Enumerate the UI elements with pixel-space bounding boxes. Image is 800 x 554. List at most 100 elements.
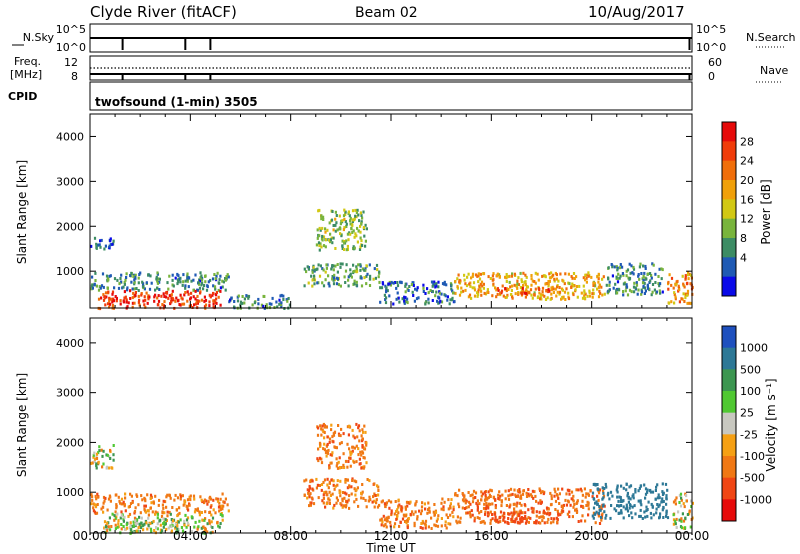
- range-gate-cell: [361, 444, 364, 447]
- range-gate-cell: [445, 526, 448, 530]
- range-gate-cell: [547, 284, 550, 288]
- range-gate-cell: [155, 526, 158, 530]
- range-gate-cell: [607, 277, 610, 281]
- range-gate-cell: [382, 514, 385, 518]
- range-gate-cell: [476, 516, 479, 520]
- range-gate-cell: [162, 506, 165, 510]
- range-gate-cell: [316, 228, 319, 232]
- y-tick-label: 3000: [56, 387, 84, 400]
- range-gate-cell: [655, 511, 658, 515]
- range-gate-cell: [307, 281, 310, 285]
- range-gate-cell: [111, 242, 114, 246]
- range-gate-cell: [479, 287, 482, 291]
- range-gate-cell: [609, 490, 613, 494]
- range-gate-cell: [176, 527, 179, 531]
- colorbar-tick-label: -100: [740, 450, 765, 463]
- range-gate-cell: [458, 280, 461, 284]
- range-gate-cell: [617, 512, 620, 515]
- range-gate-cell: [416, 517, 419, 521]
- range-gate-cell: [322, 268, 325, 272]
- range-gate-cell: [200, 511, 203, 514]
- range-gate-cell: [662, 516, 665, 519]
- range-gate-cell: [556, 290, 559, 294]
- range-gate-cell: [607, 266, 610, 270]
- range-gate-cell: [122, 517, 125, 521]
- range-gate-cell: [440, 524, 443, 528]
- range-gate-cell: [120, 510, 123, 514]
- range-gate-cell: [137, 300, 140, 304]
- range-gate-cell: [547, 282, 550, 286]
- range-gate-cell: [368, 479, 371, 483]
- range-gate-cell: [537, 278, 540, 282]
- range-gate-cell: [131, 501, 134, 504]
- range-gate-cell: [673, 301, 676, 305]
- range-gate-cell: [161, 303, 164, 306]
- range-gate-cell: [109, 499, 112, 503]
- range-gate-cell: [392, 302, 395, 306]
- range-gate-cell: [598, 504, 601, 508]
- range-gate-cell: [348, 447, 351, 451]
- range-gate-cell: [415, 500, 418, 504]
- range-gate-cell: [163, 300, 166, 304]
- range-gate-cell: [584, 273, 587, 277]
- range-gate-cell: [339, 502, 342, 506]
- range-gate-cell: [205, 499, 208, 503]
- range-gate-cell: [280, 293, 283, 297]
- range-gate-cell: [435, 290, 438, 294]
- range-gate-cell: [143, 507, 146, 511]
- range-gate-cell: [414, 510, 417, 514]
- range-gate-cell: [138, 298, 141, 302]
- range-gate-cell: [412, 284, 415, 287]
- range-gate-cell: [665, 502, 668, 506]
- range-gate-cell: [456, 521, 459, 525]
- range-gate-cell: [467, 295, 470, 299]
- range-gate-cell: [186, 505, 189, 509]
- range-gate-cell: [344, 281, 347, 284]
- range-gate-cell: [596, 487, 599, 491]
- range-gate-cell: [90, 461, 93, 465]
- colorbar-tick-label: 25: [740, 407, 754, 420]
- range-gate-cell: [347, 238, 350, 242]
- range-gate-cell: [324, 490, 328, 494]
- range-gate-cell: [330, 267, 333, 271]
- range-gate-cell: [582, 276, 585, 280]
- range-gate-cell: [95, 511, 99, 515]
- range-gate-cell: [123, 296, 126, 300]
- range-gate-cell: [634, 488, 637, 491]
- range-gate-cell: [658, 289, 661, 293]
- range-gate-cell: [628, 503, 632, 507]
- range-gate-cell: [639, 514, 642, 518]
- range-gate-cell: [108, 296, 111, 300]
- range-gate-cell: [424, 519, 428, 523]
- range-gate-cell: [147, 523, 150, 527]
- range-gate-cell: [659, 282, 662, 286]
- range-gate-cell: [550, 271, 553, 275]
- range-gate-cell: [165, 519, 168, 522]
- range-gate-cell: [384, 505, 387, 509]
- range-gate-cell: [149, 493, 153, 497]
- range-gate-cell: [369, 274, 372, 278]
- range-gate-cell: [91, 461, 94, 465]
- range-gate-cell: [360, 491, 363, 495]
- range-gate-cell: [618, 504, 621, 508]
- range-gate-cell: [591, 292, 594, 296]
- range-gate-cell: [317, 426, 320, 430]
- range-gate-cell: [125, 298, 128, 302]
- range-gate-cell: [157, 503, 160, 507]
- range-gate-cell: [674, 297, 677, 301]
- range-gate-cell: [481, 284, 484, 288]
- range-gate-cell: [150, 501, 153, 505]
- range-gate-cell: [109, 528, 112, 532]
- range-gate-cell: [649, 511, 652, 515]
- range-gate-cell: [593, 512, 596, 516]
- range-gate-cell: [319, 444, 322, 448]
- range-gate-cell: [492, 278, 495, 282]
- range-gate-cell: [553, 277, 556, 281]
- range-gate-cell: [95, 464, 98, 468]
- range-gate-cell: [531, 279, 534, 283]
- range-gate-cell: [385, 286, 388, 290]
- range-gate-cell: [587, 271, 590, 275]
- range-gate-cell: [102, 510, 105, 514]
- range-gate-cell: [106, 529, 109, 533]
- range-gate-cell: [340, 427, 343, 431]
